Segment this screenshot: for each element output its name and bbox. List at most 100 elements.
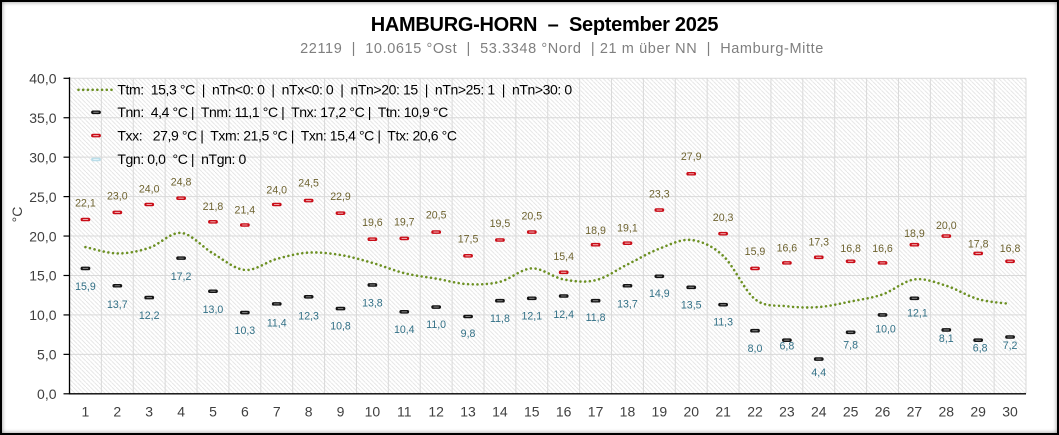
svg-text:Ttm: 15,3 °C | nTn<0: 0 |: Ttm: 15,3 °C | nTn<0: 0 | nTx<0: 0 | nTn… — [117, 82, 572, 98]
svg-text:10,4: 10,4 — [394, 324, 415, 336]
svg-text:18,9: 18,9 — [904, 228, 925, 240]
svg-text:12,1: 12,1 — [521, 311, 542, 323]
svg-text:19,6: 19,6 — [362, 217, 383, 229]
svg-text:15,4: 15,4 — [553, 251, 574, 263]
svg-text:19,5: 19,5 — [490, 218, 511, 230]
svg-text:17,2: 17,2 — [171, 271, 192, 283]
svg-text:16: 16 — [556, 404, 572, 420]
svg-text:22: 22 — [747, 404, 763, 420]
svg-text:17,3: 17,3 — [808, 236, 829, 248]
svg-text:5,0: 5,0 — [37, 347, 57, 363]
svg-text:40,0: 40,0 — [29, 71, 56, 87]
svg-text:2: 2 — [113, 404, 121, 420]
svg-text:10,0: 10,0 — [29, 307, 56, 323]
svg-text:22,1: 22,1 — [75, 198, 96, 210]
svg-text:12,2: 12,2 — [139, 310, 160, 322]
svg-text:6,8: 6,8 — [780, 340, 795, 352]
svg-text:17,8: 17,8 — [968, 238, 989, 250]
svg-text:27: 27 — [907, 404, 923, 420]
svg-text:21,8: 21,8 — [203, 201, 224, 213]
svg-text:27,9: 27,9 — [681, 151, 702, 163]
svg-text:20: 20 — [683, 404, 699, 420]
svg-text:25,0: 25,0 — [29, 189, 56, 205]
svg-text:12: 12 — [428, 404, 444, 420]
svg-text:24,8: 24,8 — [171, 177, 192, 189]
svg-text:26: 26 — [875, 404, 891, 420]
svg-text:11,0: 11,0 — [426, 319, 446, 331]
svg-text:15,9: 15,9 — [745, 246, 766, 258]
svg-text:14: 14 — [492, 404, 508, 420]
svg-text:9,8: 9,8 — [461, 328, 476, 340]
svg-text:17,5: 17,5 — [458, 233, 479, 245]
svg-text:7,8: 7,8 — [843, 340, 858, 352]
svg-text:12,3: 12,3 — [298, 311, 319, 323]
svg-text:15,0: 15,0 — [29, 268, 56, 284]
svg-text:Txx: 27,9 °C | Txm: 21,5 °C: Txx: 27,9 °C | Txm: 21,5 °C | Txn: 15,4 … — [117, 127, 456, 143]
svg-text:22,9: 22,9 — [330, 191, 351, 203]
svg-text:23,0: 23,0 — [107, 191, 128, 203]
svg-text:20,0: 20,0 — [29, 228, 56, 244]
svg-text:16,6: 16,6 — [872, 243, 893, 255]
svg-text:9: 9 — [337, 404, 345, 420]
svg-text:10,8: 10,8 — [330, 320, 351, 332]
svg-text:6,8: 6,8 — [973, 343, 988, 355]
svg-text:16,6: 16,6 — [777, 243, 798, 255]
svg-text:°C: °C — [9, 207, 25, 223]
svg-text:Tnn: 4,4 °C | Tnm: 11,1 °C |: Tnn: 4,4 °C | Tnm: 11,1 °C | Tnx: 17,2 °… — [117, 104, 448, 120]
svg-text:18,9: 18,9 — [585, 225, 606, 237]
svg-text:4: 4 — [177, 404, 185, 420]
svg-text:13: 13 — [460, 404, 476, 420]
svg-text:13,7: 13,7 — [107, 299, 128, 311]
svg-text:13,5: 13,5 — [681, 300, 702, 312]
svg-text:0,0: 0,0 — [37, 386, 57, 402]
svg-text:6: 6 — [241, 404, 249, 420]
svg-text:7: 7 — [273, 404, 281, 420]
svg-text:13,8: 13,8 — [362, 298, 383, 310]
svg-text:21,4: 21,4 — [235, 204, 256, 216]
svg-text:3: 3 — [145, 404, 153, 420]
svg-text:5: 5 — [209, 404, 217, 420]
svg-text:11: 11 — [397, 404, 412, 420]
svg-text:12,4: 12,4 — [553, 309, 574, 321]
svg-text:19,1: 19,1 — [617, 222, 638, 234]
svg-text:20,0: 20,0 — [936, 220, 957, 232]
svg-text:24,0: 24,0 — [139, 184, 160, 196]
svg-text:19: 19 — [652, 404, 668, 420]
svg-text:12,1: 12,1 — [907, 307, 928, 319]
svg-text:16,8: 16,8 — [840, 243, 861, 255]
svg-text:21: 21 — [715, 404, 731, 420]
svg-text:10,0: 10,0 — [875, 323, 896, 335]
svg-text:24: 24 — [811, 404, 827, 420]
svg-text:11,8: 11,8 — [490, 313, 510, 325]
svg-text:Tgn: 0,0 °C | nTgn: 0: Tgn: 0,0 °C | nTgn: 0 — [117, 151, 246, 167]
svg-text:19,7: 19,7 — [394, 216, 415, 228]
svg-text:13,7: 13,7 — [617, 299, 638, 311]
svg-text:35,0: 35,0 — [29, 110, 56, 126]
svg-text:11,3: 11,3 — [713, 316, 733, 328]
svg-text:20,5: 20,5 — [521, 210, 542, 222]
svg-text:11,4: 11,4 — [267, 318, 287, 330]
svg-text:16,8: 16,8 — [1000, 243, 1021, 255]
svg-text:8: 8 — [305, 404, 313, 420]
svg-text:15: 15 — [524, 404, 540, 420]
svg-text:20,5: 20,5 — [426, 210, 447, 222]
svg-text:10,3: 10,3 — [235, 325, 256, 337]
svg-text:17: 17 — [588, 404, 604, 420]
svg-text:29: 29 — [970, 404, 986, 420]
svg-text:11,8: 11,8 — [586, 312, 606, 324]
svg-text:23,3: 23,3 — [649, 189, 670, 201]
svg-text:18: 18 — [620, 404, 636, 420]
svg-text:1: 1 — [82, 404, 90, 420]
svg-text:24,5: 24,5 — [298, 178, 319, 190]
svg-text:20,3: 20,3 — [713, 212, 734, 224]
svg-text:15,9: 15,9 — [75, 281, 96, 293]
svg-text:14,9: 14,9 — [649, 288, 670, 300]
svg-text:8,1: 8,1 — [939, 333, 954, 345]
svg-text:7,2: 7,2 — [1003, 340, 1018, 352]
svg-text:8,0: 8,0 — [748, 343, 763, 355]
svg-text:24,0: 24,0 — [266, 185, 287, 197]
svg-text:23: 23 — [779, 404, 795, 420]
svg-text:25: 25 — [843, 404, 859, 420]
svg-text:13,0: 13,0 — [203, 304, 224, 316]
svg-text:30,0: 30,0 — [29, 149, 56, 165]
